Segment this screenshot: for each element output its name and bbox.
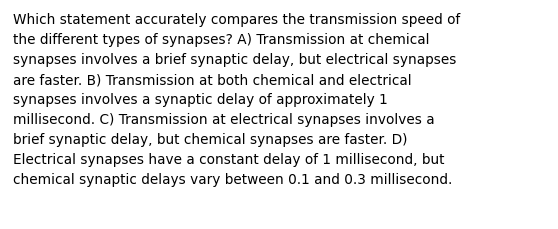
Text: Which statement accurately compares the transmission speed of
the different type: Which statement accurately compares the …: [13, 13, 460, 187]
